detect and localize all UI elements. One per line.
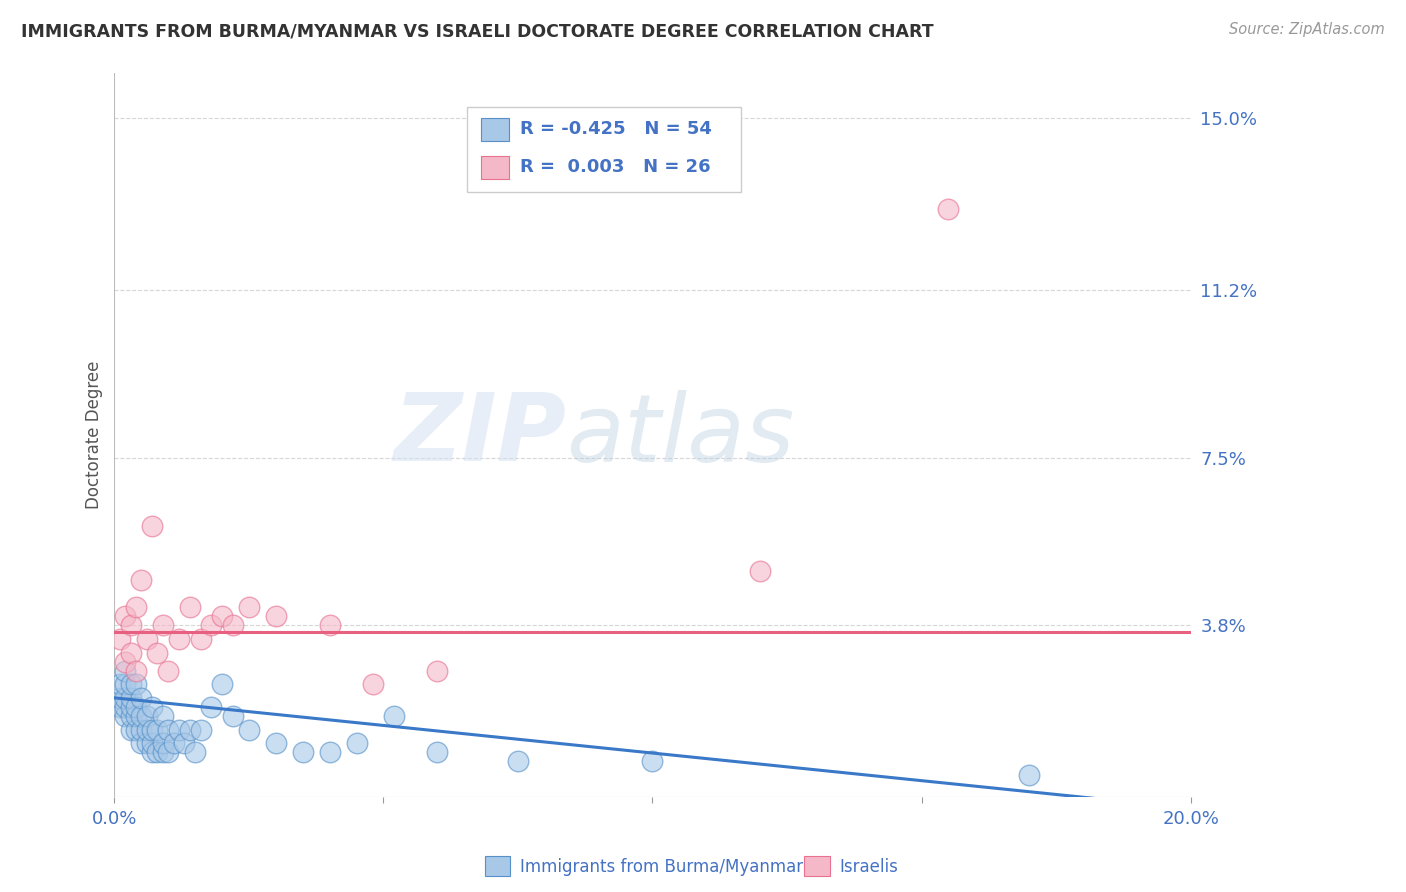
Point bbox=[125, 723, 148, 737]
Point bbox=[141, 736, 163, 750]
Point bbox=[114, 709, 136, 723]
Point bbox=[184, 745, 207, 759]
Point bbox=[167, 632, 190, 646]
Point bbox=[152, 745, 174, 759]
Point bbox=[125, 699, 148, 714]
Point bbox=[146, 646, 169, 660]
Point bbox=[120, 699, 142, 714]
Point bbox=[152, 736, 174, 750]
Y-axis label: Doctorate Degree: Doctorate Degree bbox=[86, 361, 103, 509]
Point bbox=[173, 736, 195, 750]
Point bbox=[157, 664, 180, 678]
Point bbox=[346, 736, 368, 750]
Point bbox=[120, 723, 142, 737]
Point bbox=[152, 709, 174, 723]
Point bbox=[125, 709, 148, 723]
Point bbox=[131, 723, 153, 737]
Point bbox=[108, 699, 131, 714]
Point bbox=[318, 745, 340, 759]
Text: R = -0.425   N = 54: R = -0.425 N = 54 bbox=[520, 120, 711, 138]
Point bbox=[120, 646, 142, 660]
Point bbox=[264, 609, 287, 624]
Point bbox=[108, 690, 131, 705]
Point bbox=[291, 745, 314, 759]
Point bbox=[141, 723, 163, 737]
Point bbox=[200, 618, 222, 632]
Point bbox=[157, 723, 180, 737]
Point bbox=[162, 736, 184, 750]
Point bbox=[120, 690, 142, 705]
Point bbox=[135, 736, 157, 750]
Point bbox=[938, 202, 960, 216]
Point bbox=[200, 699, 222, 714]
Point bbox=[426, 664, 449, 678]
Point bbox=[152, 618, 174, 632]
Text: atlas: atlas bbox=[567, 390, 794, 481]
Point bbox=[108, 632, 131, 646]
Point bbox=[120, 709, 142, 723]
Point bbox=[131, 736, 153, 750]
Point bbox=[1018, 768, 1040, 782]
Point bbox=[114, 677, 136, 691]
Point bbox=[506, 754, 529, 768]
Point bbox=[382, 709, 405, 723]
Point bbox=[157, 745, 180, 759]
Text: IMMIGRANTS FROM BURMA/MYANMAR VS ISRAELI DOCTORATE DEGREE CORRELATION CHART: IMMIGRANTS FROM BURMA/MYANMAR VS ISRAELI… bbox=[21, 22, 934, 40]
Point bbox=[131, 690, 153, 705]
Text: Immigrants from Burma/Myanmar: Immigrants from Burma/Myanmar bbox=[520, 858, 803, 876]
Point bbox=[146, 723, 169, 737]
Point bbox=[167, 723, 190, 737]
Point bbox=[135, 632, 157, 646]
Point bbox=[264, 736, 287, 750]
Point bbox=[125, 664, 148, 678]
Point bbox=[114, 664, 136, 678]
Point bbox=[141, 745, 163, 759]
Point bbox=[120, 618, 142, 632]
Point bbox=[222, 618, 245, 632]
Point bbox=[131, 709, 153, 723]
Point bbox=[426, 745, 449, 759]
Point bbox=[108, 677, 131, 691]
Point bbox=[749, 564, 772, 578]
Point bbox=[114, 655, 136, 669]
Point bbox=[361, 677, 384, 691]
Point bbox=[641, 754, 664, 768]
Point bbox=[135, 723, 157, 737]
Point bbox=[131, 573, 153, 587]
Point bbox=[141, 699, 163, 714]
Point bbox=[135, 709, 157, 723]
Point bbox=[222, 709, 245, 723]
Point bbox=[114, 699, 136, 714]
Point bbox=[190, 723, 212, 737]
Text: ZIP: ZIP bbox=[394, 389, 567, 481]
Point bbox=[141, 518, 163, 533]
Point bbox=[125, 600, 148, 615]
Point bbox=[211, 677, 233, 691]
Point bbox=[125, 677, 148, 691]
Point bbox=[179, 723, 201, 737]
Point bbox=[120, 677, 142, 691]
Point bbox=[114, 609, 136, 624]
Text: R =  0.003   N = 26: R = 0.003 N = 26 bbox=[520, 158, 711, 177]
Text: Source: ZipAtlas.com: Source: ZipAtlas.com bbox=[1229, 22, 1385, 37]
Point bbox=[146, 745, 169, 759]
Text: Israelis: Israelis bbox=[839, 858, 898, 876]
Point bbox=[318, 618, 340, 632]
Point bbox=[211, 609, 233, 624]
Point bbox=[190, 632, 212, 646]
Point bbox=[114, 690, 136, 705]
Point bbox=[179, 600, 201, 615]
Point bbox=[238, 600, 260, 615]
Point bbox=[238, 723, 260, 737]
